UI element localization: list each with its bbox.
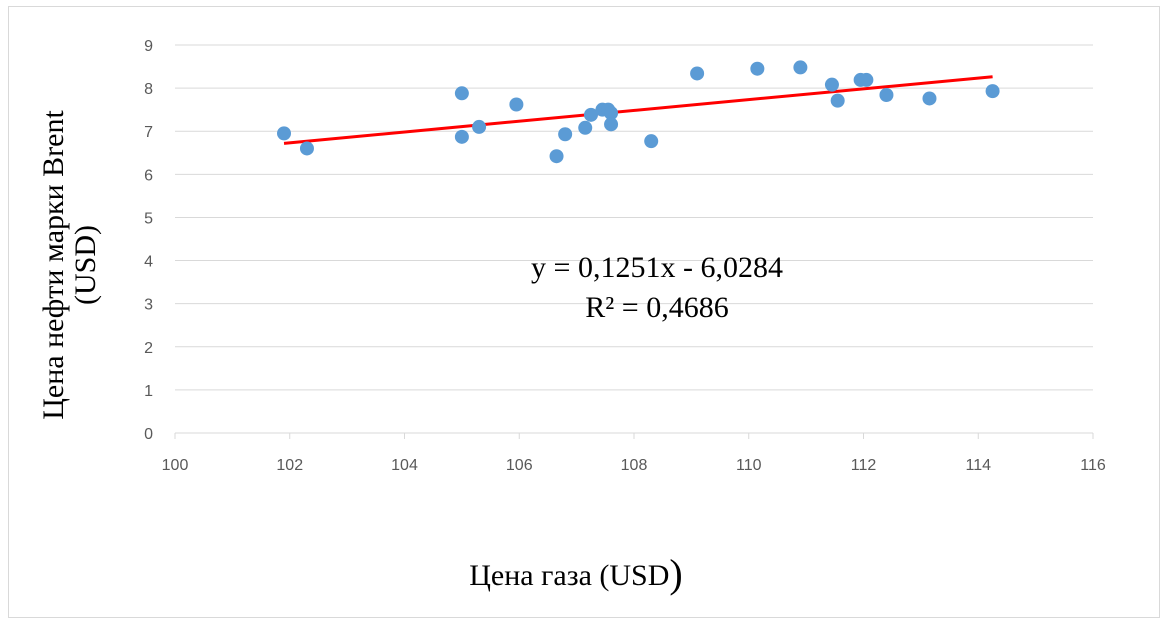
- data-point: [793, 60, 808, 75]
- data-point: [750, 61, 765, 76]
- data-point: [454, 129, 469, 144]
- data-point: [509, 97, 524, 112]
- data-point: [859, 72, 874, 87]
- data-point: [690, 66, 705, 81]
- x-tick-label: 112: [851, 457, 877, 474]
- y-axis-ticks: 0 1 2 3 4 5 6 7 8 9: [144, 38, 153, 443]
- data-point: [558, 127, 573, 142]
- trendline-group: [283, 75, 993, 145]
- y-axis-title-line-1: Цена нефти марки Brent: [37, 110, 70, 420]
- y-tick-label: 2: [144, 340, 153, 357]
- x-tick-label: 104: [391, 457, 418, 474]
- x-axis-ticks: 100 102 104 106 108 110 112 114 116: [162, 457, 1106, 474]
- data-point: [824, 77, 839, 92]
- trendline-equation: y = 0,1251x - 6,0284: [531, 251, 783, 284]
- y-tick-label: 6: [144, 167, 153, 184]
- y-tick-label: 4: [144, 254, 153, 271]
- trendline-r-squared: R² = 0,4686: [585, 291, 728, 324]
- chart-frame: 0 1 2 3 4 5 6 7 8 9 100 102 104 106 108 110 112 114 116 y…: [8, 6, 1160, 618]
- data-points: [277, 60, 1000, 164]
- data-point: [549, 149, 564, 164]
- data-point: [277, 126, 292, 141]
- y-axis-title-line-2: (USD): [69, 225, 102, 305]
- trendline: [283, 75, 993, 145]
- y-tick-label: 1: [144, 383, 153, 400]
- data-point: [830, 93, 845, 108]
- x-tick-label: 116: [1080, 457, 1106, 474]
- data-point: [472, 119, 487, 134]
- x-tick-label: 100: [162, 457, 189, 474]
- x-tick-label: 110: [736, 457, 762, 474]
- y-tick-label: 9: [144, 38, 153, 55]
- y-tick-label: 5: [144, 210, 153, 227]
- data-point: [985, 84, 1000, 99]
- x-tick-label: 106: [506, 457, 533, 474]
- data-point: [578, 120, 593, 135]
- data-point: [604, 106, 619, 121]
- y-tick-label: 7: [144, 124, 153, 141]
- data-point: [644, 134, 659, 149]
- x-tick-label: 102: [276, 457, 303, 474]
- grid: [174, 44, 1094, 439]
- y-tick-label: 3: [144, 297, 153, 314]
- data-point: [454, 86, 469, 101]
- data-point: [583, 107, 598, 122]
- data-point: [299, 141, 314, 156]
- scatter-chart: 0 1 2 3 4 5 6 7 8 9 100 102 104 106 108 110 112 114 116 y…: [37, 38, 1106, 596]
- data-point: [922, 91, 937, 106]
- x-tick-label: 114: [965, 457, 991, 474]
- data-point: [604, 117, 619, 132]
- data-point: [879, 88, 894, 103]
- x-tick-label: 108: [621, 457, 648, 474]
- x-axis-title: Цена газа (USD): [469, 551, 682, 596]
- y-tick-label: 8: [144, 81, 153, 98]
- y-tick-label: 0: [144, 426, 153, 443]
